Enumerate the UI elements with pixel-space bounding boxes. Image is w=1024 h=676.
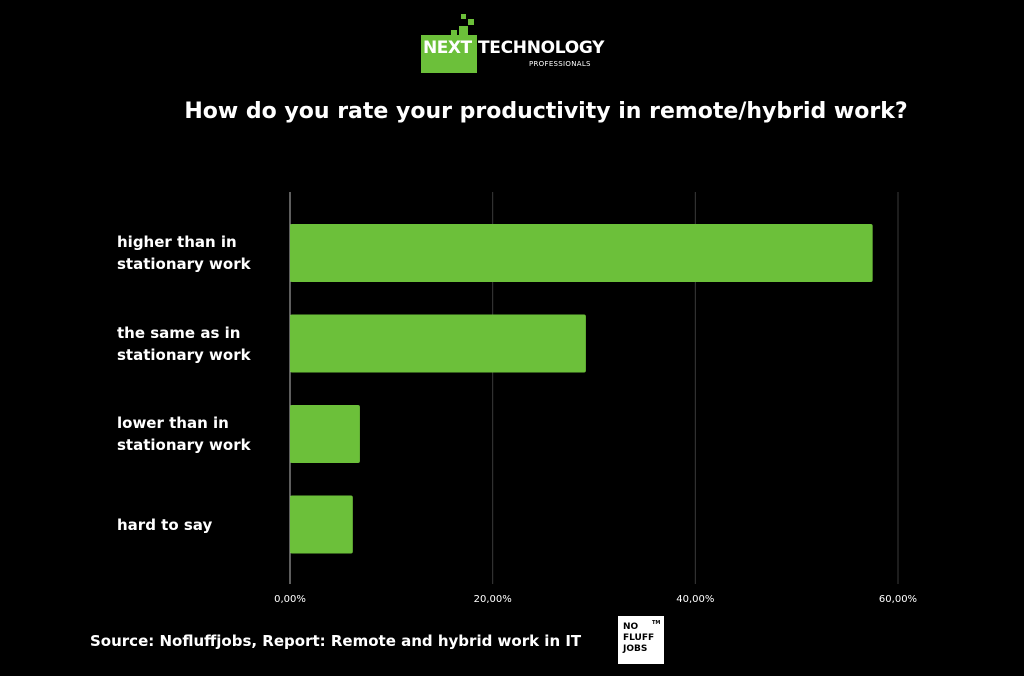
bar [290, 495, 353, 554]
category-label-line: stationary work [117, 255, 251, 273]
chart-title: How do you rate your productivity in rem… [184, 99, 908, 124]
x-tick-label: 0,00% [274, 594, 306, 605]
bar [290, 224, 873, 282]
bar [290, 314, 586, 373]
badge-line-2: FLUFF [623, 633, 655, 643]
badge-tm: TM [652, 620, 661, 626]
source-note: Source: Nofluffjobs, Report: Remote and … [90, 632, 582, 650]
category-label-line: lower than in [117, 414, 229, 432]
logo-technology-text: TECHNOLOGY [478, 38, 605, 58]
category-label: lower than in stationary work [117, 412, 251, 456]
badge-line-3: JOBS [623, 644, 648, 654]
bar [290, 405, 360, 463]
x-tick-label: 60,00% [879, 594, 917, 605]
category-label: hard to say [117, 514, 212, 536]
x-tick-label: 40,00% [676, 594, 714, 605]
category-label-line: higher than in [117, 233, 237, 251]
nofluffjobs-badge: NO FLUFF JOBS TM [618, 616, 664, 664]
next-technology-logo: NEXT TECHNOLOGY PROFESSIONALS [421, 14, 621, 74]
logo-professionals-text: PROFESSIONALS [529, 60, 591, 68]
category-label-line: the same as in [117, 323, 241, 342]
category-label: the same as in stationary work [117, 322, 251, 366]
category-label-line: stationary work [117, 345, 251, 364]
category-label: higher than in stationary work [117, 231, 251, 275]
logo-next-text: NEXT [423, 38, 472, 58]
category-label-line: stationary work [117, 436, 251, 454]
category-label-line: hard to say [117, 515, 213, 534]
badge-line-1: NO [623, 622, 639, 632]
x-tick-label: 20,00% [474, 594, 512, 605]
